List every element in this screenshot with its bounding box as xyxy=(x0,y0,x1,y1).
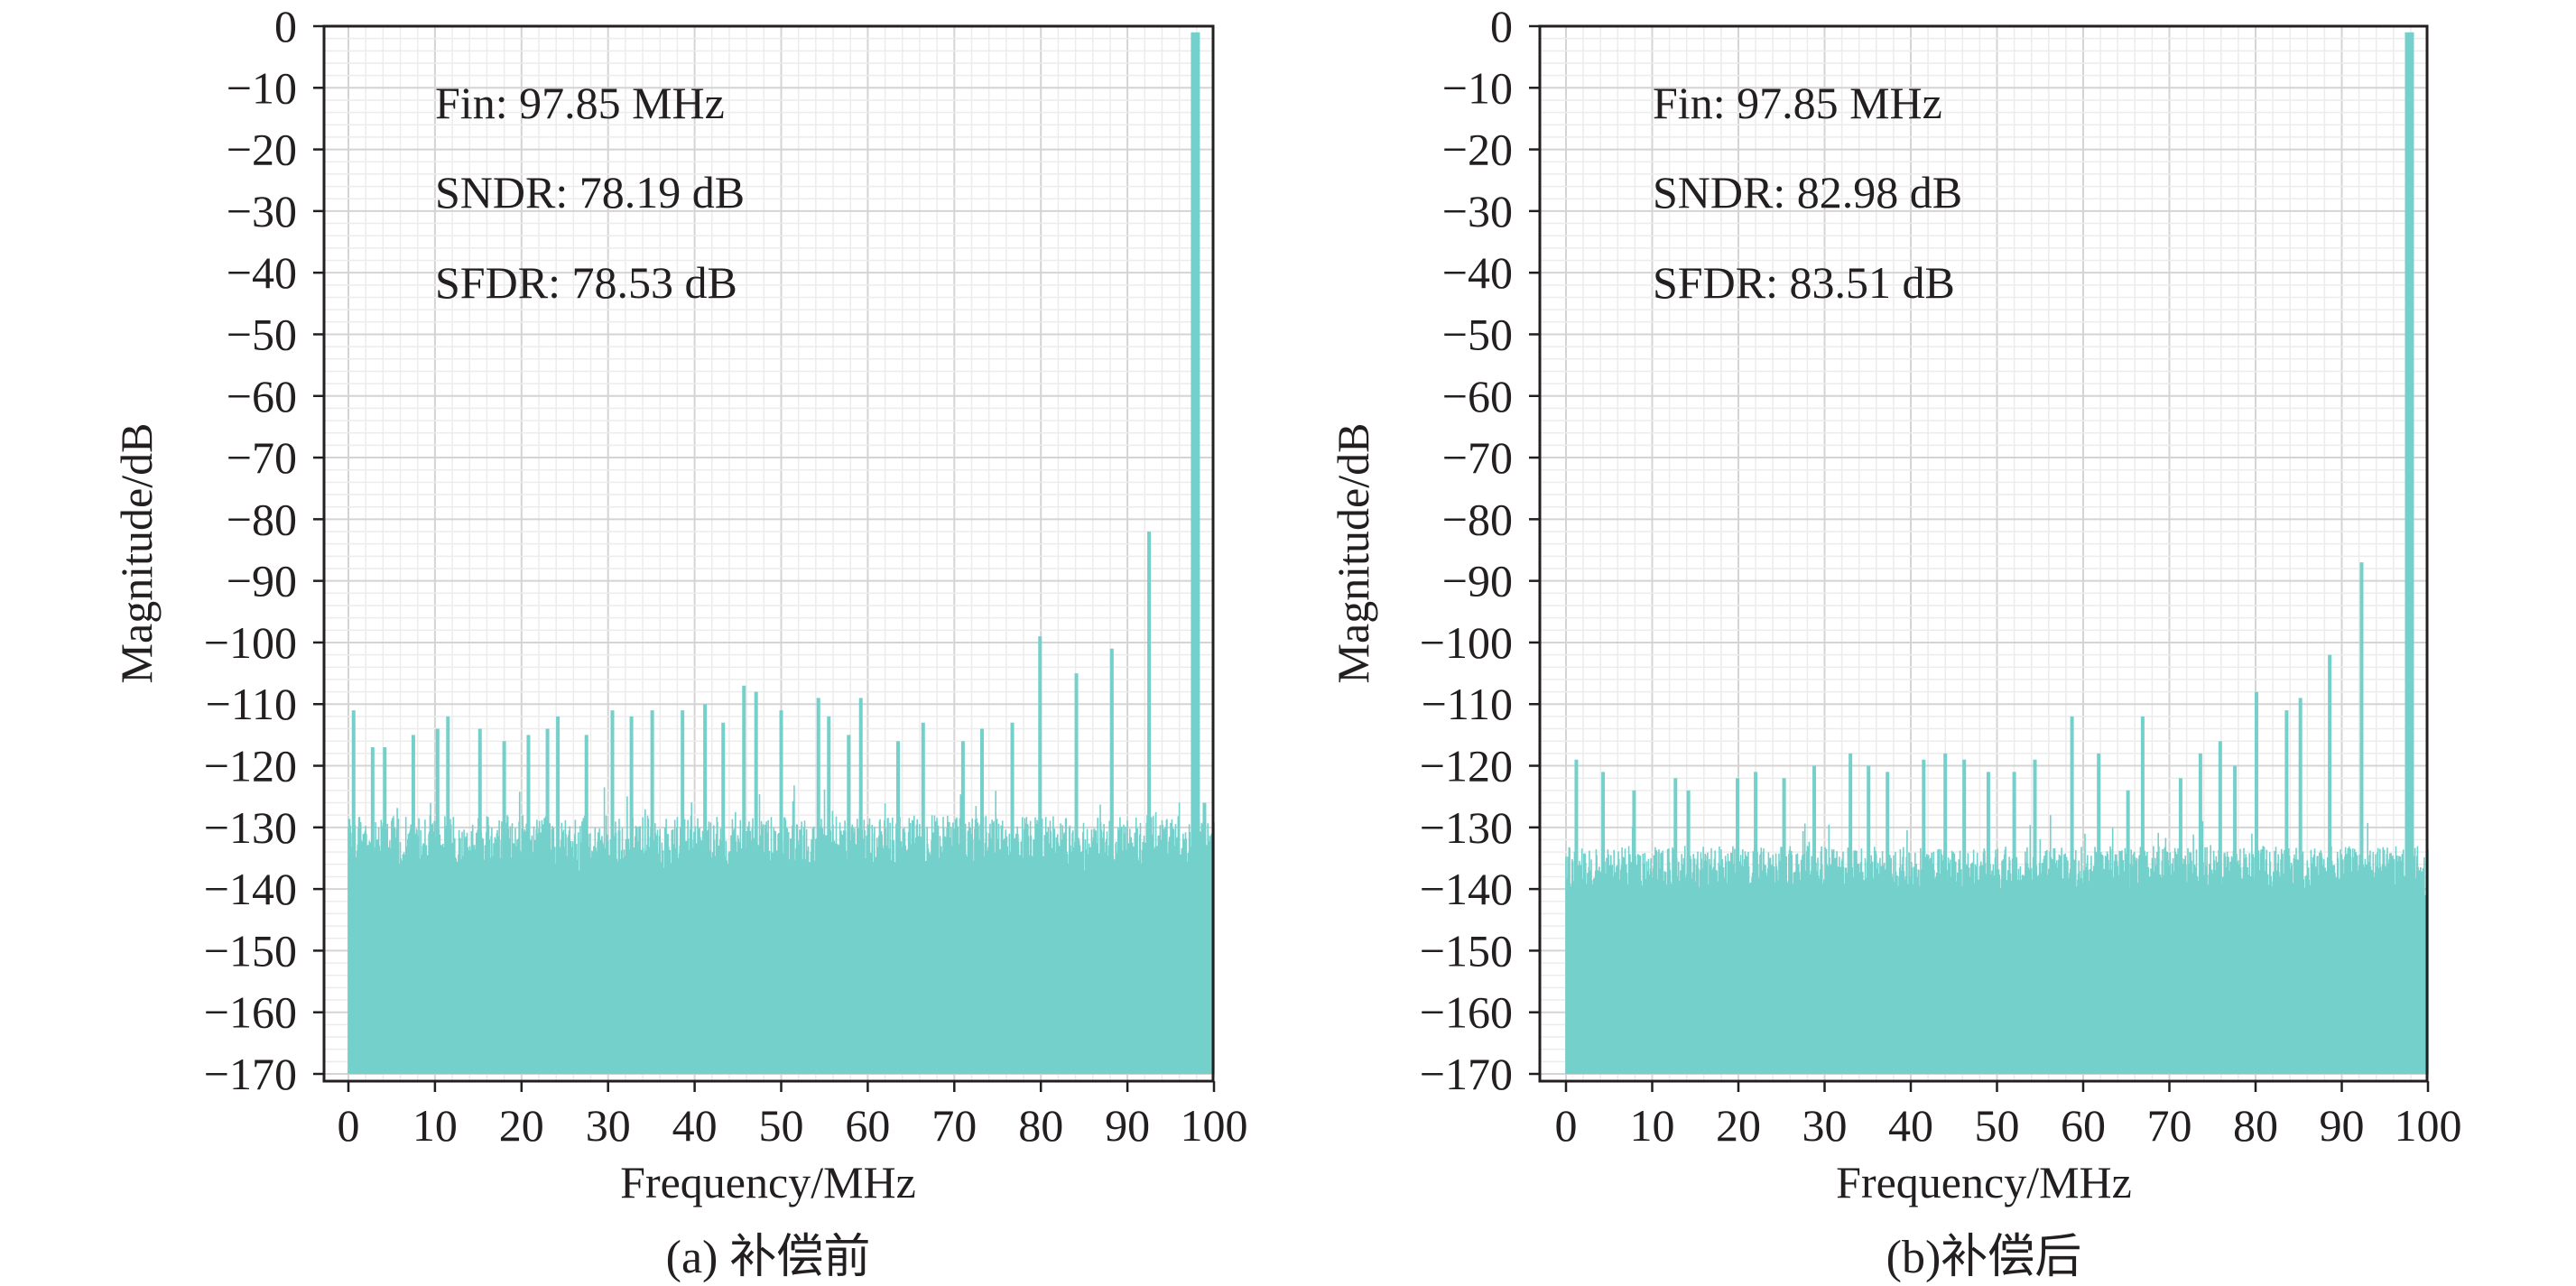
y-tick-label: −10 xyxy=(1442,62,1513,113)
x-axis-title-a: Frequency/MHz xyxy=(620,1157,916,1207)
x-tick-label: 80 xyxy=(2233,1100,2278,1151)
y-tick-label: −130 xyxy=(1420,802,1513,853)
annotation-sfdr-a: SFDR: 78.53 dB xyxy=(435,257,737,308)
x-tick-label: 40 xyxy=(672,1100,718,1151)
y-tick-label: −30 xyxy=(227,186,297,236)
annotation-fin-a: Fin: 97.85 MHz xyxy=(435,78,725,128)
y-tick-label: −50 xyxy=(1442,309,1513,359)
y-tick-label: −20 xyxy=(227,125,297,175)
y-tick-label: −120 xyxy=(1420,741,1513,791)
y-tick-label: −150 xyxy=(204,925,297,976)
ticks-a xyxy=(313,24,1216,1092)
x-tick-label: 100 xyxy=(1181,1100,1248,1151)
y-tick-label: −120 xyxy=(204,741,297,791)
y-tick-label: −50 xyxy=(227,309,297,359)
tick-labels-b: 0 10 20 30 40 50 60 70 80 90 100 0 −10 −20 −30 −40 −50 −6… xyxy=(1420,1,2462,1151)
x-tick-label: 10 xyxy=(1630,1100,1675,1151)
panel-a: 0 10 20 30 40 50 60 70 80 90 100 0 −10 −20 −30 −40 −50 −6… xyxy=(111,1,1248,1283)
y-tick-label: −80 xyxy=(227,494,297,544)
x-tick-label: 10 xyxy=(412,1100,458,1151)
panel-b: 0 10 20 30 40 50 60 70 80 90 100 0 −10 −20 −30 −40 −50 −6… xyxy=(1328,1,2462,1283)
y-tick-label: −170 xyxy=(1420,1049,1513,1099)
tick-labels-a: 0 10 20 30 40 50 60 70 80 90 100 0 −10 −20 −30 −40 −50 −6… xyxy=(204,1,1248,1151)
y-tick-label: −140 xyxy=(204,864,297,914)
spectrum-a xyxy=(347,32,1215,1074)
y-tick-label: −20 xyxy=(1442,125,1513,175)
x-tick-label: 90 xyxy=(2320,1100,2365,1151)
y-tick-label: −90 xyxy=(1442,556,1513,606)
y-axis-title-b: Magnitude/dB xyxy=(1328,423,1378,684)
x-tick-label: 70 xyxy=(2147,1100,2192,1151)
x-tick-label: 20 xyxy=(1716,1100,1761,1151)
y-tick-label: −80 xyxy=(1442,494,1513,544)
plot-frame-a xyxy=(322,24,1215,1083)
y-axis-title-a: Magnitude/dB xyxy=(111,423,162,684)
spectrum-b xyxy=(1565,32,2429,1074)
x-axis-title-b: Frequency/MHz xyxy=(1836,1157,2132,1207)
plot-frame-b xyxy=(1538,24,2429,1083)
y-tick-label: −110 xyxy=(1422,679,1513,729)
x-tick-label: 30 xyxy=(1802,1100,1848,1151)
x-tick-label: 50 xyxy=(759,1100,804,1151)
y-tick-label: −40 xyxy=(227,247,297,298)
x-tick-label: 20 xyxy=(499,1100,544,1151)
annotation-sndr-a: SNDR: 78.19 dB xyxy=(435,167,745,217)
x-tick-label: 70 xyxy=(931,1100,977,1151)
y-tick-label: −100 xyxy=(1420,617,1513,668)
y-tick-label: −160 xyxy=(1420,987,1513,1038)
y-tick-label: −150 xyxy=(1420,925,1513,976)
x-tick-label: 50 xyxy=(1975,1100,2020,1151)
x-tick-label: 40 xyxy=(1888,1100,1933,1151)
annotation-sfdr-b: SFDR: 83.51 dB xyxy=(1653,257,1955,308)
y-tick-label: −30 xyxy=(1442,186,1513,236)
fundamental-tone xyxy=(1191,32,1200,1074)
y-tick-label: −170 xyxy=(204,1049,297,1099)
y-tick-label: −140 xyxy=(1420,864,1513,914)
caption-a: (a) 补偿前 xyxy=(666,1232,871,1283)
y-tick-label: 0 xyxy=(274,1,297,51)
y-tick-label: −130 xyxy=(204,802,297,853)
y-tick-label: −70 xyxy=(227,432,297,483)
x-tick-label: 90 xyxy=(1105,1100,1150,1151)
y-tick-label: −60 xyxy=(227,371,297,421)
x-tick-label: 0 xyxy=(338,1100,360,1151)
x-tick-label: 30 xyxy=(586,1100,631,1151)
y-tick-label: −160 xyxy=(204,987,297,1038)
y-tick-label: −10 xyxy=(227,62,297,113)
y-tick-label: 0 xyxy=(1490,1,1513,51)
annotation-sndr-b: SNDR: 82.98 dB xyxy=(1653,167,1962,217)
y-tick-label: −90 xyxy=(227,556,297,606)
y-tick-label: −60 xyxy=(1442,371,1513,421)
x-tick-label: 100 xyxy=(2395,1100,2462,1151)
y-tick-label: −40 xyxy=(1442,247,1513,298)
annotation-fin-b: Fin: 97.85 MHz xyxy=(1653,78,1942,128)
y-tick-label: −70 xyxy=(1442,432,1513,483)
ticks-b xyxy=(1529,24,2430,1092)
y-tick-label: −100 xyxy=(204,617,297,668)
x-tick-label: 60 xyxy=(845,1100,890,1151)
x-tick-label: 0 xyxy=(1555,1100,1578,1151)
x-tick-label: 60 xyxy=(2061,1100,2106,1151)
y-tick-label: −110 xyxy=(206,679,297,729)
caption-b: (b)补偿后 xyxy=(1886,1232,2082,1283)
x-tick-label: 80 xyxy=(1018,1100,1063,1151)
fundamental-tone xyxy=(2405,32,2414,1074)
